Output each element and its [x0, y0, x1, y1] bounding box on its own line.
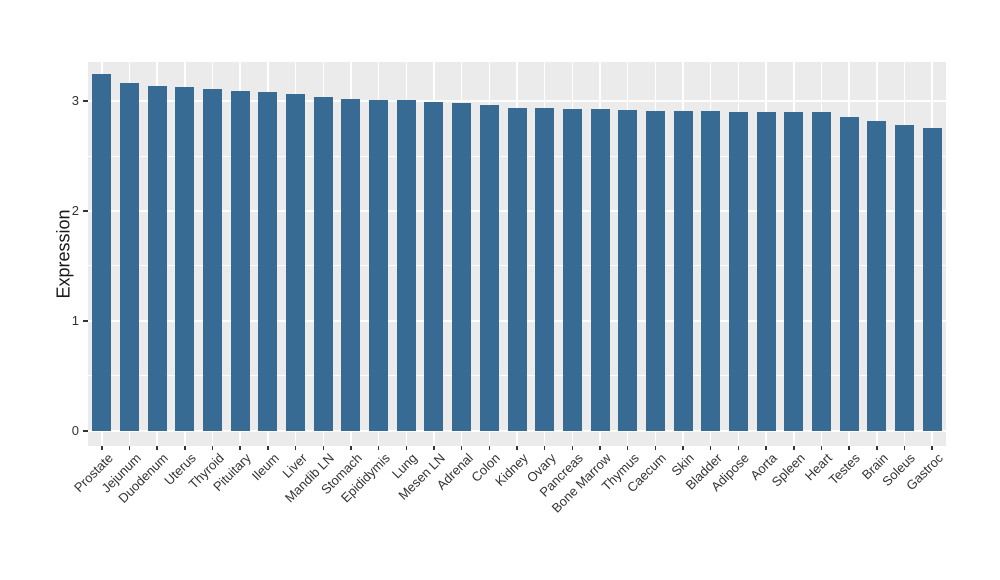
bar: [867, 121, 887, 431]
bar: [562, 108, 582, 431]
bar: [479, 105, 499, 431]
bar: [756, 111, 776, 431]
x-tick-mark: [184, 446, 186, 450]
bar: [258, 91, 278, 431]
bar: [175, 87, 195, 431]
x-tick-mark: [820, 446, 823, 450]
x-tick-mark: [626, 446, 629, 450]
x-tick-mark: [128, 446, 131, 450]
y-axis-title: Expression: [53, 209, 74, 299]
bar: [203, 88, 223, 431]
x-tick-mark: [737, 446, 740, 450]
x-tick-mark: [239, 446, 241, 450]
bar: [784, 112, 804, 431]
x-tick-mark: [350, 446, 352, 450]
bar: [673, 110, 693, 431]
bar: [313, 97, 333, 431]
y-tick-mark: [83, 320, 88, 322]
bar: [839, 117, 859, 431]
x-tick-mark: [793, 446, 795, 450]
x-tick-mark: [516, 446, 518, 450]
bar: [147, 86, 167, 431]
bar: [645, 110, 665, 431]
bar: [728, 111, 748, 431]
x-tick-mark: [599, 446, 601, 450]
bar: [452, 103, 472, 431]
bar: [341, 99, 361, 431]
x-tick-mark: [405, 446, 408, 450]
x-tick-mark: [543, 446, 546, 450]
x-tick-mark: [765, 446, 767, 450]
bar: [811, 112, 831, 431]
bar: [507, 107, 527, 431]
bar: [369, 100, 389, 431]
bar: [618, 110, 638, 431]
y-tick-mark: [83, 430, 88, 432]
y-tick-label: 3: [71, 93, 79, 109]
x-tick-mark: [571, 446, 574, 450]
y-tick-mark: [83, 100, 88, 102]
y-tick-mark: [83, 210, 88, 212]
bar: [590, 109, 610, 431]
bar: [396, 100, 416, 431]
bar: [535, 108, 555, 431]
y-tick-label: 0: [71, 422, 79, 438]
plot-panel: [88, 62, 946, 446]
bar: [120, 83, 140, 431]
x-tick-mark: [488, 446, 491, 450]
x-tick-mark: [267, 446, 269, 450]
y-tick-label: 2: [71, 203, 79, 218]
bar: [92, 73, 112, 431]
x-tick-mark: [903, 446, 906, 450]
bar: [894, 125, 914, 431]
x-tick-mark: [377, 446, 380, 450]
x-tick-mark: [709, 446, 712, 450]
x-tick-mark: [294, 446, 297, 450]
bar: [701, 111, 721, 431]
x-tick-mark: [460, 446, 463, 450]
x-tick-mark: [322, 446, 324, 450]
bar: [286, 93, 306, 431]
x-tick-mark: [682, 446, 684, 450]
x-tick-mark: [876, 446, 878, 450]
x-tick-mark: [156, 446, 158, 450]
y-tick-label: 1: [71, 312, 79, 328]
x-tick-mark: [931, 446, 933, 450]
x-tick-mark: [848, 446, 850, 450]
bar: [424, 102, 444, 431]
x-tick-mark: [654, 446, 657, 450]
bar: [922, 127, 942, 431]
x-tick-mark: [211, 446, 214, 450]
bar: [230, 91, 250, 431]
x-tick-mark: [433, 446, 435, 450]
x-tick-mark: [101, 446, 103, 450]
